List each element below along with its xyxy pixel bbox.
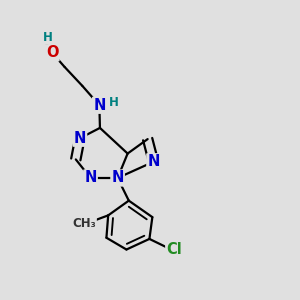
Text: N: N xyxy=(147,154,160,169)
Text: CH₃: CH₃ xyxy=(72,217,96,230)
Text: N: N xyxy=(74,131,86,146)
Text: O: O xyxy=(46,45,58,60)
Text: N: N xyxy=(93,98,106,113)
Text: N: N xyxy=(84,170,97,185)
Text: N: N xyxy=(111,170,124,185)
Text: H: H xyxy=(43,31,53,44)
Text: Cl: Cl xyxy=(166,242,182,257)
Text: H: H xyxy=(109,96,118,110)
